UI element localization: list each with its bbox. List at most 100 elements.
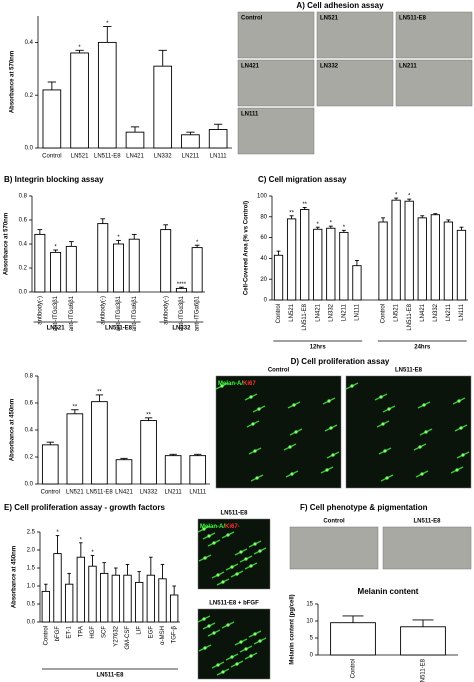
significance: ** [289, 210, 294, 216]
group-label: 24hrs [414, 345, 431, 351]
nucleus [331, 453, 335, 457]
bar [339, 231, 349, 301]
bar [191, 247, 203, 293]
bar [125, 131, 145, 149]
y-tick-label: 100 [257, 194, 268, 200]
x-tick-label: antibody(-) [37, 296, 43, 325]
x-tick-label: LN211 [182, 154, 200, 160]
x-tick-label: LN511-E8 [94, 154, 121, 160]
nucleus [203, 556, 207, 560]
y-axis-label: Melanin content (pg/cell) [290, 594, 296, 664]
x-tick-label: bFGF [55, 626, 61, 642]
bar [456, 229, 467, 301]
image-label: LN521 [320, 16, 339, 22]
micrograph [237, 59, 315, 107]
significance: ** [302, 202, 307, 208]
y-tick-label: 80 [260, 214, 267, 220]
image-label: LN332 [320, 64, 339, 70]
nucleus [220, 384, 224, 388]
bar [115, 459, 133, 485]
significance: * [317, 222, 320, 228]
y-tick-label: 0.4 [25, 40, 34, 46]
x-tick-label: LN511-E8 [86, 490, 113, 496]
x-tick-label: HGF [90, 626, 96, 639]
micrograph [395, 11, 473, 59]
significance: ** [97, 389, 102, 395]
bar [65, 245, 77, 293]
micrograph [316, 59, 394, 107]
nucleus [221, 580, 225, 584]
x-tick-label: LN511-E8 [407, 303, 413, 330]
x-tick-label: antibody(-) [163, 296, 169, 325]
significance: * [343, 225, 346, 231]
x-tick-label: EGF [148, 626, 154, 639]
bar [391, 199, 401, 301]
panel-title: A) Cell adhesion assay [296, 1, 384, 10]
x-tick-label: LN211 [165, 490, 183, 496]
nucleus [230, 655, 234, 659]
y-tick-label: 0 [264, 298, 268, 304]
significance: **** [177, 282, 187, 288]
micrograph [215, 375, 342, 489]
nucleus [327, 399, 331, 403]
bar [97, 41, 117, 149]
bar [64, 583, 74, 623]
nucleus [418, 445, 422, 449]
x-tick-label: anti-ITGα3β1 [53, 295, 59, 331]
x-tick-label: LN111 [210, 154, 227, 160]
bar [88, 565, 97, 623]
y-tick-label: 0.8 [25, 374, 34, 380]
bar [99, 572, 109, 623]
nucleus [253, 632, 257, 636]
significance: * [54, 245, 57, 251]
panel-title: E) Cell proliferation assay - growth fac… [4, 503, 165, 512]
nucleus [455, 468, 459, 472]
bar [352, 265, 362, 301]
panel-title: B) Integrin blocking assay [4, 175, 104, 184]
x-tick-label: LN211 [341, 303, 347, 321]
bar [300, 209, 310, 301]
x-tick-label: LN511-E8 [421, 658, 427, 682]
x-tick-label: Control [41, 490, 60, 496]
y-tick-label: 60 [260, 235, 267, 241]
x-tick-label: LN521 [394, 303, 400, 321]
x-tick-label: LN521 [71, 154, 89, 160]
bar [146, 574, 156, 623]
bar [417, 217, 427, 301]
bar [153, 65, 173, 149]
nucleus [202, 617, 206, 621]
x-tick-label: LN111 [189, 490, 206, 496]
nucleus [379, 395, 383, 399]
bar [160, 229, 172, 293]
image-label: LN511-E8 [220, 511, 248, 517]
nucleus [288, 445, 292, 449]
nucleus [325, 468, 329, 472]
bar [169, 594, 179, 623]
bar [286, 218, 297, 301]
bar [158, 578, 167, 623]
nucleus [244, 647, 248, 651]
nucleus [251, 422, 255, 426]
bar [164, 455, 182, 485]
y-tick-label: 40 [260, 256, 267, 262]
x-tick-label: anti-ITGα6β1 [132, 295, 138, 331]
y-tick-label: 1.5 [27, 566, 36, 572]
panel-title: C) Cell migration assay [258, 175, 347, 184]
y-tick-label: 0.2 [25, 93, 34, 99]
bar [404, 200, 414, 301]
bar [42, 89, 62, 149]
image-label: LN421 [241, 64, 260, 70]
y-axis-label: Cell-Covered Area (% vs Control) [244, 201, 250, 295]
group-label: LN521 [47, 326, 66, 332]
nucleus [221, 670, 225, 674]
x-tick-label: TPA [78, 626, 84, 637]
nucleus [457, 399, 461, 403]
nucleus [381, 422, 385, 426]
bar [97, 223, 109, 293]
significance: * [196, 240, 199, 246]
y-tick-label: 2.5 [27, 530, 36, 536]
nucleus [387, 407, 391, 411]
significance: * [80, 537, 83, 543]
x-tick-label: LN111 [355, 303, 361, 320]
